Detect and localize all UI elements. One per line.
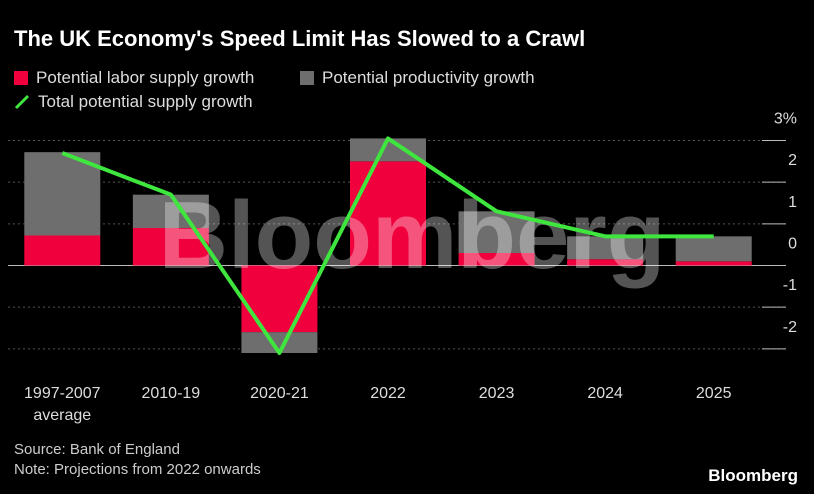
bar [675,236,752,262]
y-tick-label: 1 [788,194,797,211]
bar [24,235,101,266]
bar [567,236,644,260]
y-tick-label: 3% [774,111,797,128]
x-tick-label: 2010-19 [141,385,201,402]
y-tick-label: -2 [783,319,797,336]
y-tick-label: 0 [788,236,797,253]
bar [24,152,101,236]
legend-line [14,94,30,110]
legend-item: Potential labor supply growth [14,68,254,88]
legend-item: Potential productivity growth [300,68,535,88]
logo: Bloomberg [708,466,798,485]
y-tick-label: -1 [783,277,797,294]
x-tick-label: 2023 [478,385,515,402]
x-tick-label: 2025 [695,385,732,402]
x-tick-label: 2020-21 [250,385,309,402]
chart-title: The UK Economy's Speed Limit Has Slowed … [14,26,586,51]
line [61,136,714,355]
bar [132,194,209,228]
x-tick-label: 1997-2007 average [24,385,101,424]
legend-label: Potential productivity growth [322,68,535,87]
bar [458,253,535,266]
bar [350,138,426,162]
watermark: Bloomberg [159,182,666,289]
bar [567,259,644,266]
source: Source: Bank of England [14,441,180,458]
legend-swatch [14,94,30,110]
bar [675,261,752,266]
note: Note: Projections from 2022 onwards [14,461,261,478]
y-tick-label: 2 [788,152,797,169]
legend-swatch [14,71,28,85]
bar [241,332,318,353]
bar [350,161,426,266]
legend-label: Total potential supply growth [38,92,253,111]
legend-label: Potential labor supply growth [36,68,255,87]
legend-swatch [300,71,314,85]
x-tick-label: 2022 [370,385,406,402]
legend-item: Total potential supply growth [14,92,253,112]
x-tick-label: 2024 [587,385,623,402]
